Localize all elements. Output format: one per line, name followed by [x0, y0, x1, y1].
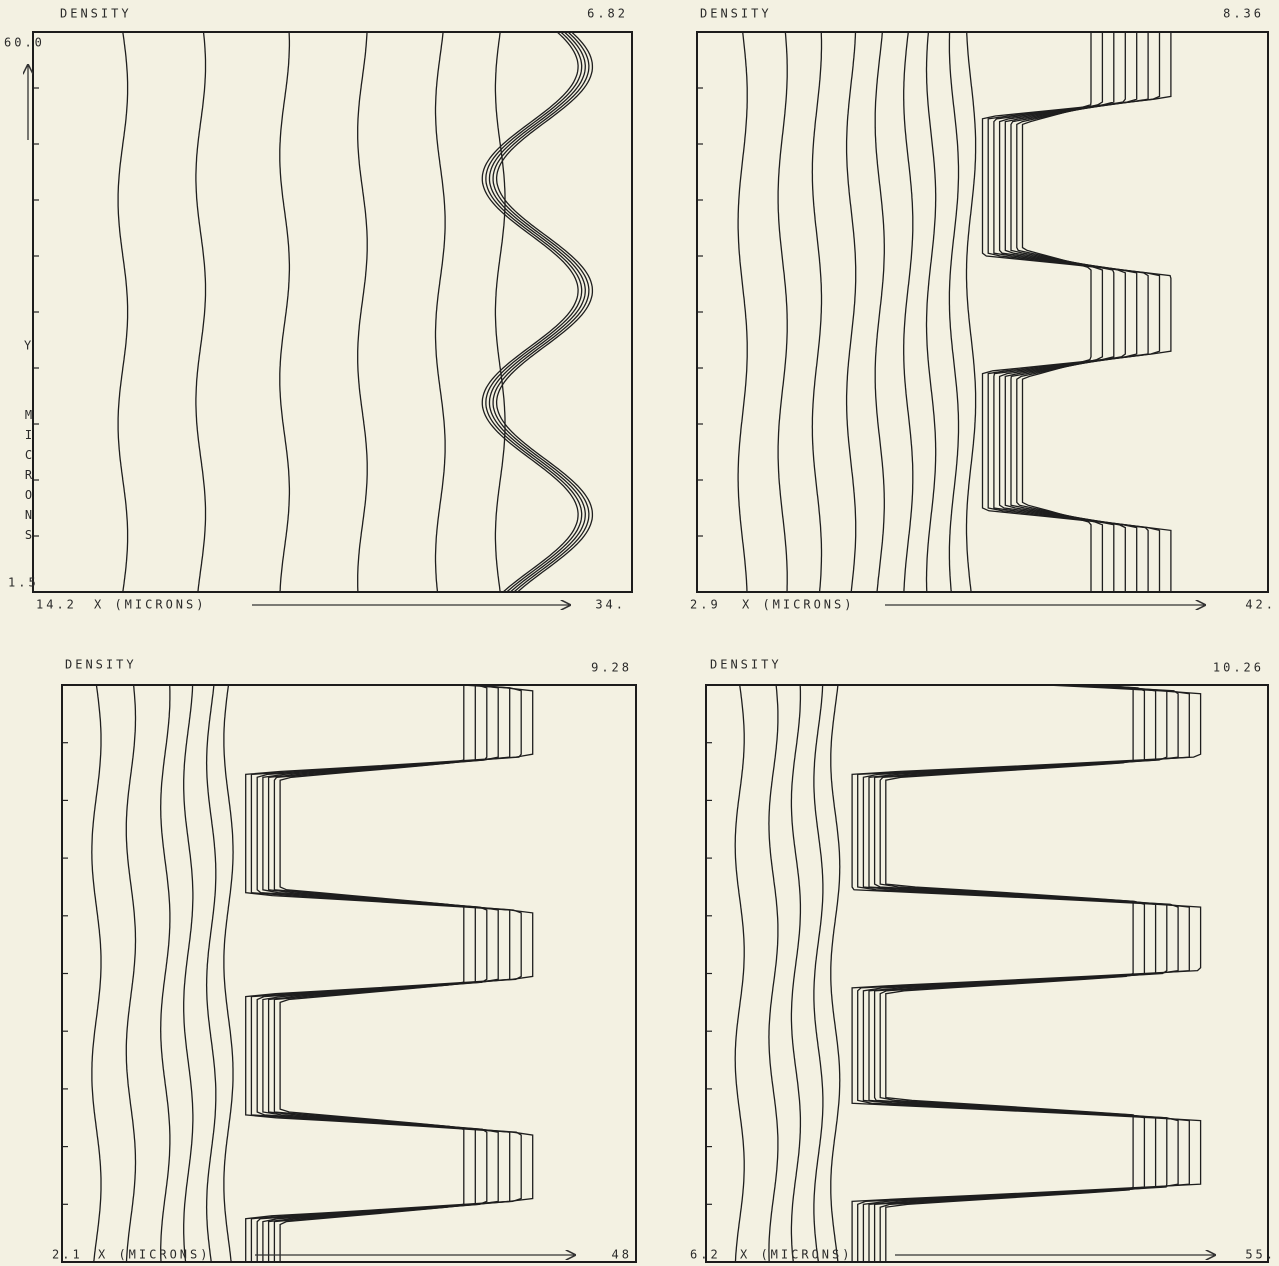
y-units-label: MICRONS [22, 408, 36, 548]
panel-title: DENSITY [710, 658, 782, 672]
x-start-label: 2.9 [690, 598, 721, 612]
background [0, 0, 1279, 1266]
y-top-label: 60.0 [4, 36, 45, 50]
x-end-label: 34. [595, 598, 626, 612]
panel-title: DENSITY [60, 7, 132, 21]
panel-time: 9.28 [591, 661, 632, 675]
x-axis-label: X (MICRONS) [742, 598, 854, 612]
y-axis-label: Y [24, 339, 34, 353]
panel-time: 6.82 [587, 7, 628, 21]
x-end-label: 48 [612, 1248, 632, 1262]
x-axis-label: X (MICRONS) [740, 1248, 852, 1262]
x-start-label: 14.2 [36, 598, 77, 612]
x-start-label: 2.1 [52, 1248, 83, 1262]
panel-time: 10.26 [1213, 661, 1264, 675]
panel-time: 8.36 [1223, 7, 1264, 21]
figure: DENSITY 6.82 60.0 1.5 Y MICRONS 14.2 X (… [0, 0, 1279, 1266]
x-end-label: 42. [1245, 598, 1276, 612]
panel-title: DENSITY [65, 658, 137, 672]
x-axis-label: X (MICRONS) [94, 598, 206, 612]
panel-title: DENSITY [700, 7, 772, 21]
x-start-label: 6.2 [690, 1248, 721, 1262]
y-bottom-label: 1.5 [8, 576, 39, 590]
x-end-label: 55. [1245, 1248, 1276, 1262]
x-axis-label: X (MICRONS) [98, 1248, 210, 1262]
